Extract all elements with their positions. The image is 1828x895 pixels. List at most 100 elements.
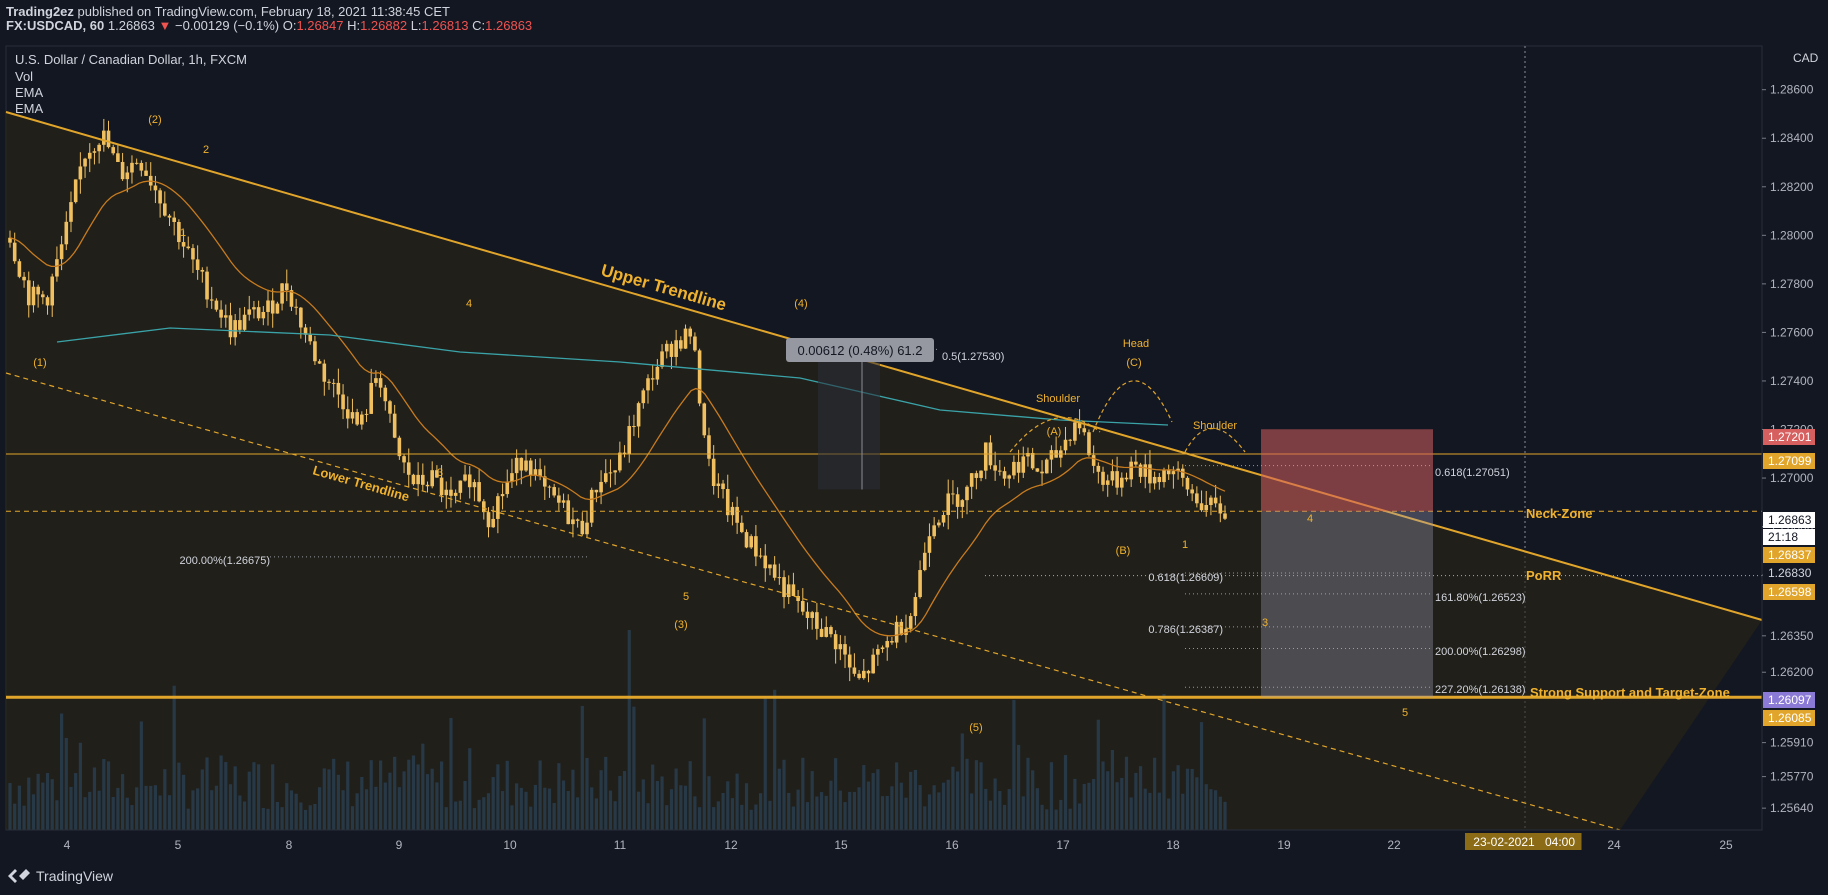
candle-body bbox=[87, 152, 92, 159]
candle-body bbox=[266, 300, 270, 312]
x-tick-label: 24 bbox=[1607, 838, 1621, 852]
candle-body bbox=[163, 203, 167, 216]
candle-body bbox=[158, 190, 162, 204]
candle-body bbox=[102, 130, 106, 145]
tradingview-icon bbox=[8, 869, 30, 883]
candle-body bbox=[786, 584, 791, 598]
wave-label: (2) bbox=[148, 114, 161, 126]
ema-slow-line bbox=[56, 327, 1169, 426]
candle-body bbox=[139, 162, 144, 171]
fib-label: 0.786(1.26387) bbox=[1148, 624, 1223, 636]
candle-body bbox=[1068, 439, 1072, 441]
price-badge-label: 1.26863 bbox=[1768, 513, 1812, 527]
candle-body bbox=[331, 382, 336, 384]
candle-body bbox=[59, 244, 64, 260]
wave-label: Shoulder bbox=[1036, 393, 1080, 405]
x-crosshair-label: 23-02-2021 bbox=[1473, 835, 1535, 849]
candle-body bbox=[599, 481, 603, 493]
candle-body bbox=[238, 320, 242, 330]
candle-body bbox=[1157, 476, 1162, 483]
candle-body bbox=[730, 506, 735, 516]
symbol-label[interactable]: FX:USDCAD, 60 bbox=[6, 18, 105, 33]
low-value: 1.26813 bbox=[421, 18, 469, 33]
candle-body bbox=[83, 158, 87, 167]
fib-label: 161.80%(1.26523) bbox=[1435, 592, 1526, 604]
wave-label: 4 bbox=[1307, 513, 1313, 525]
candle-body bbox=[1124, 477, 1129, 480]
legend-vol[interactable]: Vol bbox=[15, 69, 33, 84]
candle-body bbox=[1026, 452, 1030, 457]
candle-body bbox=[378, 378, 383, 388]
price-badge-label: 1.26837 bbox=[1768, 548, 1812, 562]
candle-body bbox=[1195, 493, 1199, 504]
candle-body bbox=[364, 413, 369, 415]
candle-body bbox=[41, 294, 45, 298]
price-badge-label: 1.26830 bbox=[1768, 566, 1812, 580]
candle-body bbox=[636, 403, 641, 427]
legend-ema-1[interactable]: EMA bbox=[15, 85, 44, 100]
candle-body bbox=[247, 309, 252, 315]
candle-body bbox=[505, 481, 510, 495]
publisher-name[interactable]: Trading2ez bbox=[6, 4, 74, 19]
candle-body bbox=[533, 469, 538, 476]
candle-body bbox=[927, 536, 932, 553]
tradingview-logo[interactable]: TradingView bbox=[8, 868, 113, 884]
legend-ema-2[interactable]: EMA bbox=[15, 101, 44, 116]
price-badge bbox=[1763, 584, 1815, 600]
candle-body bbox=[388, 401, 392, 414]
y-tick-label: 1.27000 bbox=[1770, 471, 1814, 485]
candle-body bbox=[1171, 471, 1176, 475]
y-tick-label: 1.27400 bbox=[1770, 374, 1814, 388]
candle-body bbox=[392, 413, 397, 438]
candle-body bbox=[477, 482, 481, 502]
y-tick-label: 1.26350 bbox=[1770, 629, 1814, 643]
candle-body bbox=[782, 577, 786, 598]
candle-body bbox=[918, 570, 922, 598]
candle-body bbox=[177, 221, 181, 243]
candle-body bbox=[1049, 450, 1054, 460]
x-tick-label: 18 bbox=[1166, 838, 1180, 852]
candle-body bbox=[31, 286, 36, 306]
candle-body bbox=[908, 616, 913, 629]
candle-body bbox=[857, 673, 861, 679]
candle-body bbox=[153, 185, 158, 191]
candle-body bbox=[937, 522, 941, 526]
candle-body bbox=[167, 215, 172, 218]
candle-body bbox=[669, 343, 674, 357]
candle-body bbox=[1082, 428, 1087, 433]
candle-body bbox=[589, 489, 594, 523]
candle-body bbox=[815, 612, 819, 629]
candle-body bbox=[1209, 497, 1213, 506]
head-arc bbox=[1092, 380, 1173, 433]
candle-body bbox=[1077, 422, 1082, 429]
candle-body bbox=[1091, 455, 1096, 466]
candle-body bbox=[1218, 503, 1223, 514]
candle-body bbox=[796, 595, 800, 602]
candle-body bbox=[449, 489, 453, 496]
candle-body bbox=[195, 259, 200, 270]
candle-body bbox=[575, 519, 580, 521]
x-tick-label: 19 bbox=[1277, 838, 1291, 852]
candle-body bbox=[833, 634, 838, 650]
x-tick-label: 16 bbox=[945, 838, 959, 852]
candle-body bbox=[571, 519, 575, 525]
candle-body bbox=[350, 412, 355, 419]
x-crosshair-badge bbox=[1538, 833, 1582, 850]
open-label: O: bbox=[282, 18, 297, 33]
candle-body bbox=[397, 437, 402, 457]
candle-body bbox=[341, 394, 345, 410]
candle-body bbox=[740, 522, 744, 533]
candle-body bbox=[899, 621, 904, 636]
candle-body bbox=[1119, 477, 1124, 488]
candle-body bbox=[538, 469, 542, 477]
candle-body bbox=[299, 307, 303, 328]
candle-body bbox=[566, 500, 571, 525]
candle-body bbox=[1110, 471, 1115, 481]
candle-body bbox=[1204, 505, 1209, 511]
candle-body bbox=[979, 470, 983, 478]
candle-body bbox=[294, 306, 298, 308]
x-tick-label: 8 bbox=[286, 838, 293, 852]
price-chart[interactable]: (1) (2) 2 1 4 3 (4) (3) 5 (5) Shoulder Head Shoulder… bbox=[0, 0, 1828, 860]
price-badge bbox=[1763, 692, 1815, 708]
candle-body bbox=[519, 457, 524, 471]
